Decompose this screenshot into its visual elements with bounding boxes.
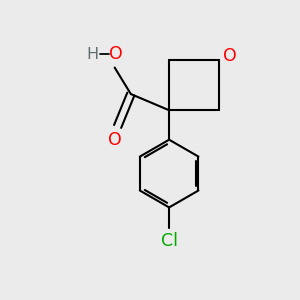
Text: H: H — [86, 47, 99, 62]
Text: O: O — [223, 47, 236, 65]
Text: Cl: Cl — [160, 232, 178, 250]
Text: O: O — [109, 45, 123, 63]
Text: O: O — [108, 131, 122, 149]
